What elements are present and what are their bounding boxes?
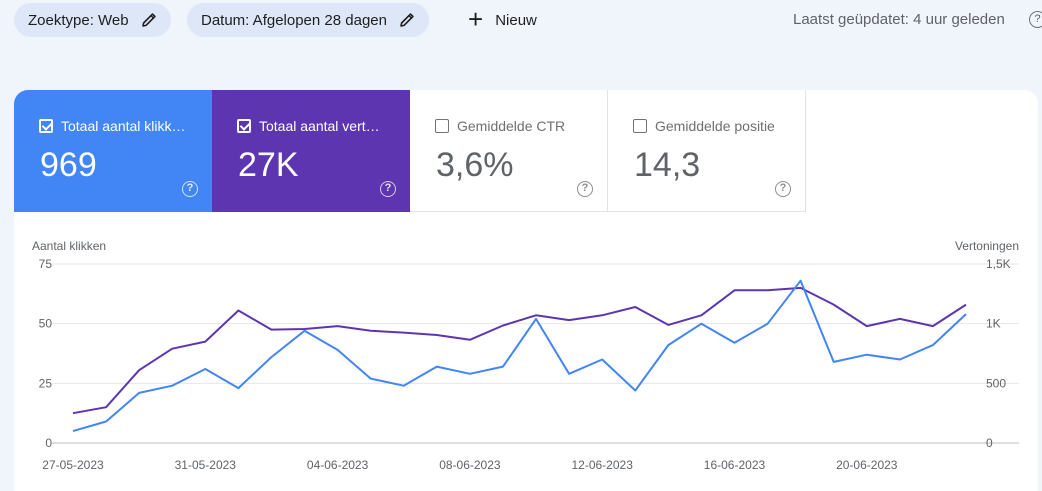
metric-label: Totaal aantal vert… — [259, 118, 380, 134]
metric-tile-ctr[interactable]: Gemiddelde CTR 3,6% ? — [410, 90, 608, 212]
x-tick-label: 12-06-2023 — [571, 458, 633, 472]
left-tick-label: 75 — [39, 257, 53, 271]
performance-card: Totaal aantal klikk… 969 ? Totaal aantal… — [14, 90, 1038, 491]
x-tick-label: 31-05-2023 — [175, 458, 237, 472]
right-tick-label: 0 — [986, 436, 993, 450]
x-tick-label: 20-06-2023 — [836, 458, 898, 472]
add-filter-label: Nieuw — [495, 11, 537, 29]
help-icon[interactable]: ? — [182, 181, 198, 197]
metric-value: 969 — [40, 146, 97, 184]
search-type-filter-chip[interactable]: Zoektype: Web — [14, 3, 171, 37]
plus-icon: + — [468, 3, 484, 34]
right-tick-label: 1,5K — [986, 257, 1011, 271]
metric-label: Totaal aantal klikk… — [61, 118, 186, 134]
x-tick-label: 08-06-2023 — [439, 458, 501, 472]
metric-tile-impressions[interactable]: Totaal aantal vert… 27K ? — [212, 90, 410, 212]
right-tick-label: 1K — [986, 317, 1001, 331]
date-filter-chip[interactable]: Datum: Afgelopen 28 dagen — [187, 3, 429, 37]
edit-icon — [400, 13, 414, 27]
add-filter-button[interactable]: + Nieuw — [462, 5, 543, 35]
metric-value: 14,3 — [634, 146, 701, 184]
checkbox-unchecked-icon[interactable] — [633, 119, 647, 133]
help-icon[interactable]: ? — [775, 181, 791, 197]
x-tick-label: 27-05-2023 — [42, 458, 104, 472]
clicks-series-line — [72, 279, 967, 433]
x-tick-label: 04-06-2023 — [307, 458, 369, 472]
left-tick-label: 25 — [39, 376, 53, 390]
help-icon[interactable]: ? — [1029, 11, 1042, 28]
left-tick-label: 50 — [39, 317, 53, 331]
metric-value: 27K — [238, 146, 299, 184]
metric-label: Gemiddelde CTR — [457, 118, 566, 134]
help-icon[interactable]: ? — [577, 181, 593, 197]
impressions-series-line — [72, 286, 967, 415]
checkbox-checked-icon[interactable] — [39, 119, 53, 133]
metric-value: 3,6% — [436, 146, 514, 184]
metric-tile-clicks[interactable]: Totaal aantal klikk… 969 ? — [14, 90, 212, 212]
search-type-filter-label: Zoektype: Web — [28, 11, 129, 29]
help-icon[interactable]: ? — [380, 181, 396, 197]
right-tick-label: 500 — [986, 376, 1006, 390]
checkbox-checked-icon[interactable] — [237, 119, 251, 133]
x-tick-label: 16-06-2023 — [704, 458, 766, 472]
left-tick-label: 0 — [45, 436, 52, 450]
performance-chart: 0 0 25 500 50 1K 75 1,5K Aantal klikken Vertoning… — [32, 239, 1019, 472]
metric-tile-position[interactable]: Gemiddelde positie 14,3 ? — [608, 90, 806, 212]
last-updated-text: Laatst geüpdatet: 4 uur geleden — [793, 11, 1005, 28]
right-axis-label: Vertoningen — [955, 239, 1019, 253]
edit-icon — [141, 13, 156, 27]
date-filter-label: Datum: Afgelopen 28 dagen — [201, 11, 387, 29]
checkbox-unchecked-icon[interactable] — [435, 119, 449, 133]
left-axis-label: Aantal klikken — [32, 239, 106, 253]
metric-label: Gemiddelde positie — [655, 118, 775, 134]
